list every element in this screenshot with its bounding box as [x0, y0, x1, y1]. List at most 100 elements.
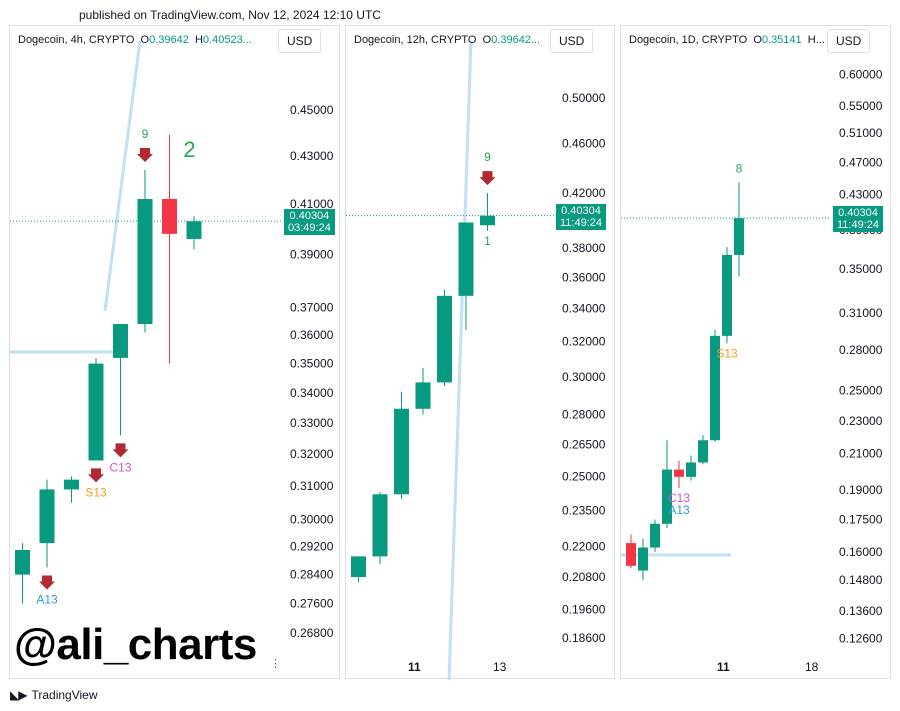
price-tick-label: 0.34000	[290, 386, 334, 400]
chart-panel-4h[interactable]: 0.45000 0.43000 0.41000 0.39000 0.37000 0.360…	[9, 25, 340, 679]
tradingview-logo: ◣▶ TradingView	[10, 688, 98, 702]
tradingview-logo-text: TradingView	[31, 688, 98, 702]
bar-countdown: 11:49:24	[837, 219, 880, 232]
more-options-icon[interactable]: ⋮	[270, 658, 281, 670]
candle-body	[88, 363, 104, 461]
td-sequential-label: 2	[183, 137, 195, 162]
candle-body	[458, 222, 474, 296]
candle-body	[480, 215, 495, 226]
sell-arrow-icon	[112, 443, 129, 458]
author-watermark: @ali_charts	[14, 620, 257, 669]
td-sequential-label: S13	[716, 346, 738, 360]
price-tick-label: 0.23000	[839, 414, 883, 428]
price-tick-label: 0.26800	[290, 626, 334, 640]
currency-button[interactable]: USD	[550, 29, 594, 53]
td-sequential-label: A13	[668, 503, 690, 517]
currency-button[interactable]: USD	[827, 29, 871, 53]
price-tick-label: 0.19000	[839, 483, 883, 497]
price-tick-label: 0.22000	[562, 539, 606, 553]
price-tick-label: 0.27600	[290, 596, 334, 610]
chart-canvas-4h[interactable]: 0.45000 0.43000 0.41000 0.39000 0.37000 0.360…	[10, 26, 341, 680]
price-tick-label: 0.36000	[562, 270, 606, 284]
td-sequential-label: A13	[36, 593, 58, 607]
price-tick-label: 0.42000	[562, 186, 606, 200]
last-price-tag: 0.40304 03:49:24	[284, 209, 335, 236]
chart-canvas-12h[interactable]: 0.500000.460000.420000.400000.380000.360…	[346, 26, 616, 680]
high-label: H...	[807, 34, 825, 46]
time-tick-label: 11	[717, 660, 730, 674]
symbol-label: Dogecoin, 4h, CRYPTO	[18, 34, 135, 46]
price-tick-label: 0.31000	[839, 306, 883, 320]
candle-body	[437, 295, 452, 383]
price-tick-label: 0.25000	[562, 470, 606, 484]
price-tick-label: 0.29200	[290, 540, 334, 554]
symbol-label: Dogecoin, 1D, CRYPTO	[629, 34, 748, 46]
candle-body	[351, 556, 366, 578]
price-tick-label: 0.50000	[562, 91, 606, 105]
chart-panel-1d[interactable]: 0.600000.550000.510000.470000.430000.390…	[620, 25, 891, 679]
price-tick-label: 0.35000	[290, 357, 334, 371]
candle-body	[734, 218, 744, 255]
price-tick-label: 0.35000	[839, 262, 883, 276]
trend-line	[447, 40, 473, 680]
candle-body	[686, 462, 696, 477]
candle-body	[638, 547, 648, 571]
price-tick-label: 0.28400	[290, 568, 334, 582]
last-price-value: 0.40304	[838, 207, 878, 220]
price-tick-label: 0.55000	[839, 99, 883, 113]
candle-body	[162, 198, 177, 234]
price-tick-label: 0.47000	[839, 156, 883, 170]
symbol-legend: Dogecoin, 1D, CRYPTO O0.35141 H...	[629, 34, 825, 46]
td-sequential-label: 9	[484, 150, 491, 164]
candle-body	[722, 254, 732, 336]
price-tick-label: 0.39000	[290, 247, 334, 261]
price-tick-label: 0.28000	[562, 408, 606, 422]
candle-body	[626, 543, 636, 566]
td-sequential-label: 9	[142, 127, 149, 141]
price-tick-label: 0.45000	[290, 103, 334, 117]
price-tick-label: 0.37000	[290, 301, 334, 315]
last-price-value: 0.40304	[561, 204, 601, 217]
candle-body	[186, 221, 202, 239]
published-caption: published on TradingView.com, Nov 12, 20…	[79, 8, 381, 22]
price-tick-label: 0.30000	[290, 512, 334, 526]
open-label: O	[140, 34, 150, 46]
price-tick-label: 0.32000	[562, 335, 606, 349]
price-tick-label: 0.33000	[290, 416, 334, 430]
price-tick-label: 0.25000	[839, 384, 883, 398]
open-value: 0.39642...	[491, 34, 541, 46]
candle-body	[710, 335, 720, 441]
price-tick-label: 0.26500	[562, 438, 606, 452]
currency-button[interactable]: USD	[278, 29, 322, 53]
chart-canvas-1d[interactable]: 0.600000.550000.510000.470000.430000.390…	[621, 26, 892, 680]
open-value: 0.35141	[761, 34, 802, 46]
price-tick-label: 0.20800	[562, 570, 606, 584]
candle-body	[372, 494, 388, 557]
tradingview-logo-icon: ◣▶	[10, 688, 27, 702]
td-sequential-label: C13	[109, 460, 131, 474]
price-tick-label: 0.41000	[290, 197, 334, 211]
price-tick-label: 0.19600	[562, 602, 606, 616]
td-sequential-label: C13	[668, 491, 690, 505]
last-price-tag: 0.40304 11:49:24	[556, 203, 607, 230]
price-tick-label: 0.16000	[839, 545, 883, 559]
price-tick-label: 0.13600	[839, 604, 883, 618]
candle-body	[415, 382, 431, 409]
candle-body	[15, 550, 30, 575]
high-label: H	[194, 34, 203, 46]
price-tick-label: 0.51000	[839, 126, 883, 140]
price-tick-label: 0.30000	[562, 370, 606, 384]
symbol-legend: Dogecoin, 4h, CRYPTO O0.39642 H0.40523..…	[18, 34, 252, 46]
last-price-value: 0.40304	[289, 210, 330, 223]
candle-body	[64, 479, 79, 490]
sell-arrow-icon	[88, 468, 104, 483]
price-tick-label: 0.14800	[839, 573, 883, 587]
chart-panel-12h[interactable]: 0.500000.460000.420000.400000.380000.360…	[345, 25, 616, 680]
td-sequential-label: 1	[484, 234, 491, 248]
open-label: O	[482, 34, 492, 46]
time-tick-label: 11	[408, 660, 421, 674]
price-tick-label: 0.46000	[562, 136, 606, 150]
price-tick-label: 0.31000	[290, 479, 334, 493]
price-tick-label: 0.32000	[290, 447, 334, 461]
candle-body	[113, 324, 128, 358]
